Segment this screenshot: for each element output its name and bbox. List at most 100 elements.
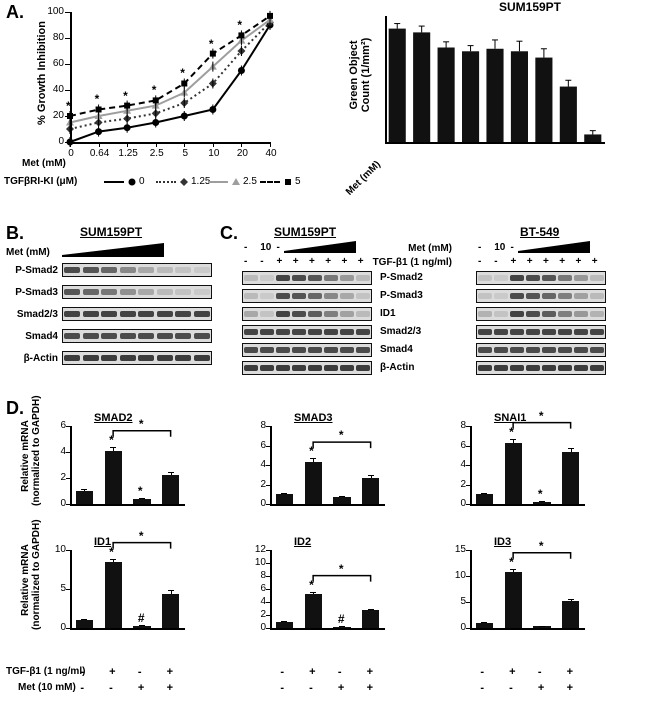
blot-band xyxy=(589,308,605,320)
blot-band xyxy=(493,290,509,302)
blot-strip xyxy=(62,285,212,299)
sig-mark: * xyxy=(152,83,157,97)
legend-label: 0 xyxy=(139,176,145,187)
blot-band xyxy=(243,272,259,284)
legend-item: 1.25 xyxy=(156,176,210,187)
errcap xyxy=(110,559,116,560)
blot-row xyxy=(476,289,606,303)
blot-band xyxy=(275,344,291,356)
right-y-axis xyxy=(385,16,387,142)
y-tick xyxy=(266,615,270,616)
y-tick xyxy=(466,550,470,551)
y-axis xyxy=(70,550,72,628)
bar xyxy=(333,497,350,504)
blot-band xyxy=(323,308,339,320)
errcap xyxy=(310,592,316,593)
blot-strip-left xyxy=(242,343,372,357)
bar xyxy=(505,443,522,504)
blot-band xyxy=(573,362,589,374)
y-tick-label: 10 xyxy=(246,557,266,568)
blot-band xyxy=(63,330,82,342)
y-tick-label: 8 xyxy=(246,570,266,581)
blot-band xyxy=(275,308,291,320)
bracket-sig: * xyxy=(539,539,544,553)
met-label-b: Met (mM) xyxy=(6,247,50,258)
blot-band xyxy=(137,330,156,342)
tgf-tick: - xyxy=(478,256,481,267)
blot-band xyxy=(509,272,525,284)
y-tick xyxy=(466,602,470,603)
blot-band xyxy=(307,326,323,338)
y-tick-label: 2 xyxy=(446,479,466,490)
y-tick-label: 20 xyxy=(40,110,64,121)
met-mark: + xyxy=(167,682,173,694)
sig-mark: * xyxy=(66,99,71,113)
tgf-tick: + xyxy=(325,256,331,267)
y-axis xyxy=(270,550,272,628)
met-treat-label: Met (10 mM) xyxy=(18,682,76,693)
sig-mark: # xyxy=(338,612,345,626)
blot-band xyxy=(243,308,259,320)
blot-band xyxy=(323,326,339,338)
y-tick xyxy=(266,602,270,603)
blot-band xyxy=(82,352,101,364)
tgf-mark: + xyxy=(509,666,515,678)
blot-band xyxy=(477,344,493,356)
blot-band xyxy=(63,352,82,364)
blot-strip-left xyxy=(242,307,372,321)
blot-band xyxy=(259,272,275,284)
blot-band xyxy=(355,362,371,374)
legend-item: 0 xyxy=(104,176,145,187)
blot-band xyxy=(307,362,323,374)
legend-marker-icon xyxy=(180,178,187,185)
tgf-mark: + xyxy=(109,666,115,678)
y-tick-label: 60 xyxy=(40,58,64,69)
tgf-mark: + xyxy=(167,666,173,678)
blot-row xyxy=(476,343,606,357)
y-tick xyxy=(266,628,270,629)
blot-band xyxy=(493,308,509,320)
tgf-mark: + xyxy=(567,666,573,678)
y-tick xyxy=(466,485,470,486)
blot-strip xyxy=(62,329,212,343)
blot-row-label: ID1 xyxy=(380,308,396,319)
blot-band xyxy=(541,272,557,284)
x-tick xyxy=(241,142,242,147)
blot-row: β-Actin xyxy=(4,351,218,365)
blot-band xyxy=(156,308,175,320)
blot-band xyxy=(259,290,275,302)
blot-band xyxy=(323,362,339,374)
blot-band xyxy=(174,330,193,342)
met-mark: - xyxy=(480,682,484,694)
blot-row xyxy=(242,307,372,321)
bar xyxy=(584,134,601,142)
blot-band xyxy=(477,362,493,374)
blot-strip-left xyxy=(242,325,372,339)
right-y-title: Green Object Count (1/mm²) xyxy=(348,10,372,140)
tgf-mark: - xyxy=(338,666,342,678)
green-object-chart: SUM159PT Green Object Count (1/mm²) 0 20… xyxy=(330,0,649,220)
tgf-mark: - xyxy=(538,666,542,678)
y-tick xyxy=(266,550,270,551)
met-mark: + xyxy=(538,682,544,694)
y-tick-label: 15 xyxy=(446,544,466,555)
panel-b-title: SUM159PT xyxy=(80,225,142,239)
legend-label: 2.5 xyxy=(243,176,257,187)
blot-row: P-Smad3 xyxy=(4,285,218,299)
blot-band xyxy=(557,272,573,284)
bar-plot xyxy=(385,16,605,142)
y-tick xyxy=(266,589,270,590)
bracket-sig: * xyxy=(339,562,344,576)
blot-band xyxy=(339,326,355,338)
bar xyxy=(535,58,552,142)
blot-band xyxy=(509,290,525,302)
errcap xyxy=(510,439,516,440)
bar xyxy=(562,452,579,504)
blot-strip-right xyxy=(476,325,606,339)
tgf-treat-label: TGF-β1 (1 ng/ml) xyxy=(6,666,85,677)
blot-strip xyxy=(62,263,212,277)
blot-band xyxy=(243,326,259,338)
blot-band xyxy=(323,290,339,302)
blot-band xyxy=(525,272,541,284)
bar xyxy=(413,32,430,142)
